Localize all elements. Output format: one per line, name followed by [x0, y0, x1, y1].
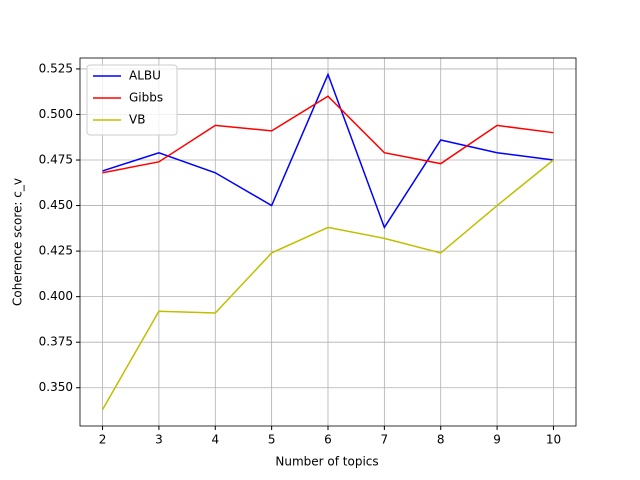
series-line — [102, 72, 554, 230]
x-tick-label: 4 — [211, 433, 219, 447]
x-tick-label: 8 — [437, 433, 445, 447]
x-tick-label: 5 — [268, 433, 276, 447]
plot-frame — [79, 57, 577, 427]
y-tick-label: 0.450 — [39, 198, 73, 212]
x-tick-label: 7 — [381, 433, 389, 447]
x-tick-label: 9 — [493, 433, 501, 447]
legend-label: VB — [129, 113, 145, 127]
legend-label: ALBU — [129, 69, 161, 83]
y-tick-label: 0.375 — [39, 335, 73, 349]
y-tick-label: 0.475 — [39, 153, 73, 167]
x-axis-label: Number of topics — [275, 455, 378, 469]
y-tick-label: 0.525 — [39, 61, 73, 75]
series-line — [101, 159, 554, 410]
y-tick-label: 0.350 — [39, 380, 73, 394]
legend-label: Gibbs — [129, 91, 163, 105]
y-tick-label: 0.425 — [39, 244, 73, 258]
x-tick-label: 6 — [324, 433, 332, 447]
x-tick-label: 10 — [546, 433, 561, 447]
y-tick-label: 0.400 — [39, 289, 73, 303]
x-tick-label: 3 — [155, 433, 163, 447]
y-tick-label: 0.500 — [39, 107, 73, 121]
y-axis-label: Coherence score: c_v — [11, 178, 25, 306]
legend-box — [86, 64, 178, 136]
x-tick-label: 2 — [99, 433, 107, 447]
series-line — [102, 95, 554, 174]
